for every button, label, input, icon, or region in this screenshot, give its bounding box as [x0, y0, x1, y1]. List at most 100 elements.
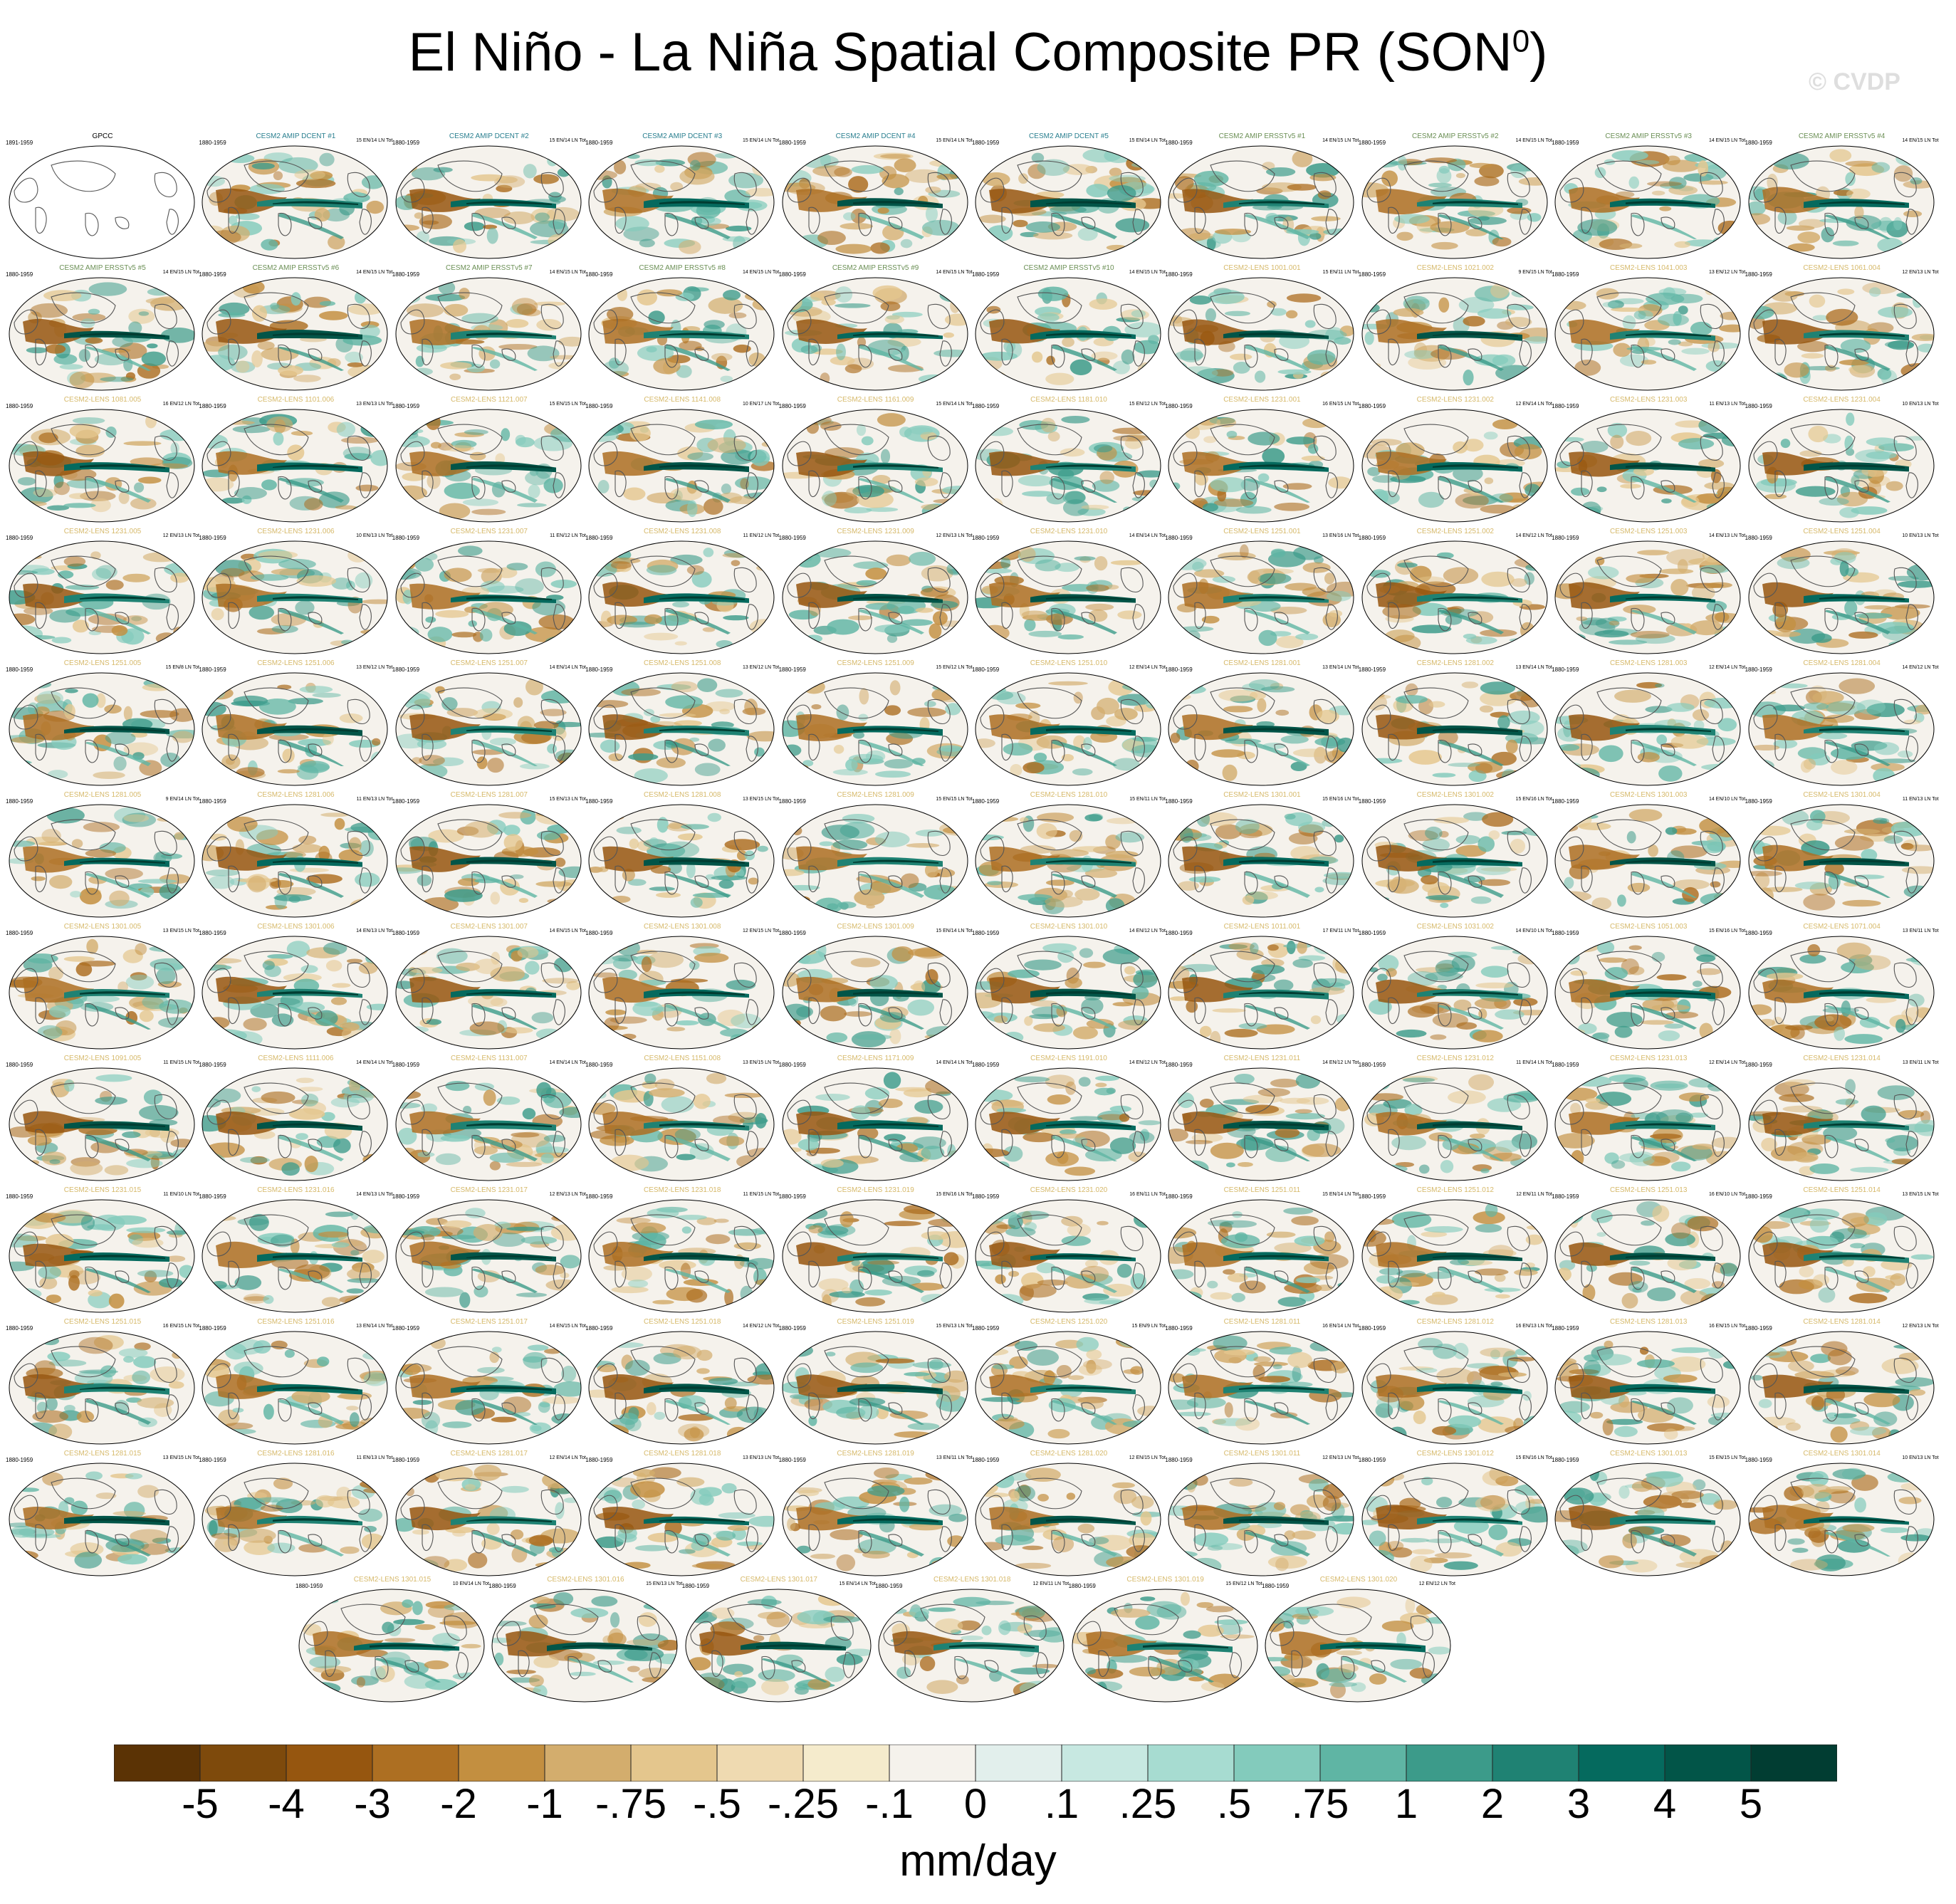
dry-anomaly-patch — [877, 207, 889, 214]
dry-anomaly-patch — [1801, 352, 1824, 359]
map-panel: CESM2 AMIP ERSSTv5 #5 1880-1959 14 EN/15 L… — [6, 264, 199, 395]
wet-anomaly-patch — [1136, 470, 1161, 478]
dry-anomaly-patch — [1613, 342, 1631, 357]
coastline — [1700, 303, 1723, 330]
wet-anomaly-patch — [298, 738, 332, 747]
equatorial-pacific-core — [1239, 201, 1325, 205]
map-field — [1168, 150, 1354, 251]
dry-anomaly-patch — [920, 587, 948, 597]
wet-anomaly-patch — [1371, 475, 1398, 483]
wet-anomaly-patch — [1845, 412, 1854, 426]
wet-anomaly-patch — [11, 1288, 42, 1299]
wet-anomaly-patch — [1658, 313, 1690, 327]
wet-anomaly-patch — [1003, 743, 1033, 756]
wet-anomaly-patch — [723, 614, 749, 621]
wet-anomaly-patch — [1061, 415, 1090, 424]
map-panel: CESM2-LENS 1081.005 1880-1959 16 EN/12 LN … — [6, 396, 199, 527]
wet-anomaly-patch — [417, 738, 446, 750]
panel-map — [1554, 540, 1741, 654]
wet-anomaly-patch — [1132, 736, 1159, 742]
dry-anomaly-patch — [1899, 939, 1934, 953]
wet-anomaly-patch — [395, 435, 430, 448]
map-panel: CESM2-LENS 1301.002 1880-1959 15 EN/16 LN … — [1359, 791, 1552, 922]
coastline — [347, 699, 370, 725]
map-field — [14, 282, 194, 389]
wet-anomaly-patch — [105, 731, 136, 746]
map-panel: CESM2-LENS 1231.006 1880-1959 10 EN/13 LN … — [199, 528, 392, 659]
coastline — [51, 819, 116, 851]
equatorial-pacific-core — [659, 596, 746, 600]
coastline — [1438, 739, 1452, 763]
dry-anomaly-patch — [517, 946, 539, 958]
coastline — [400, 441, 425, 466]
coastline — [1519, 736, 1532, 762]
wet-anomaly-patch — [427, 627, 453, 642]
panel-event-count: 9 EN/15 LN Tot — [1518, 270, 1552, 275]
wet-anomaly-patch — [1069, 359, 1092, 376]
dry-anomaly-patch — [1766, 973, 1803, 980]
coastline — [1559, 572, 1584, 598]
dry-anomaly-patch — [985, 503, 1004, 518]
dry-anomaly-patch — [1514, 543, 1530, 559]
coastline — [927, 699, 951, 725]
wet-anomaly-patch — [1083, 737, 1092, 750]
dry-anomaly-patch — [123, 814, 150, 822]
wet-anomaly-patch — [1391, 1135, 1426, 1151]
dry-anomaly-patch — [1217, 488, 1227, 502]
dry-anomaly-patch — [172, 731, 194, 743]
dry-anomaly-patch — [1318, 190, 1332, 199]
equatorial-pacific-core — [1046, 464, 1131, 469]
map-panel: CESM2 AMIP ERSSTv5 #3 1880-1959 14 EN/15 L… — [1552, 132, 1745, 263]
wet-anomaly-patch — [436, 948, 468, 964]
wet-anomaly-patch — [856, 424, 866, 436]
wet-anomaly-patch — [516, 1292, 547, 1297]
wet-anomaly-patch — [1527, 213, 1542, 222]
dry-anomaly-patch — [1275, 709, 1290, 716]
coastline — [1244, 739, 1258, 763]
wet-anomaly-patch — [137, 879, 177, 884]
wet-anomaly-patch — [908, 551, 936, 566]
wet-anomaly-patch — [1656, 734, 1668, 746]
panel-map — [1748, 277, 1935, 391]
panel-map — [1554, 145, 1741, 259]
wet-anomaly-patch — [1599, 745, 1623, 763]
dry-anomaly-patch — [287, 444, 305, 461]
dry-anomaly-patch — [1274, 502, 1310, 511]
coastline — [823, 687, 889, 719]
panel-event-count: 15 EN/14 LN Tot — [356, 138, 393, 143]
dry-anomaly-patch — [358, 241, 380, 253]
wet-anomaly-patch — [1897, 580, 1934, 588]
dry-anomaly-patch — [304, 498, 323, 511]
map-panel: CESM2-LENS 1301.009 1880-1959 15 EN/14 LN … — [779, 923, 973, 1054]
coastline — [1081, 612, 1096, 624]
coastline — [1660, 348, 1675, 361]
dry-anomaly-patch — [1210, 1142, 1245, 1159]
coastline — [1893, 435, 1917, 461]
coastline — [1824, 739, 1839, 763]
wet-anomaly-patch — [748, 948, 764, 956]
panel-map — [588, 672, 775, 786]
panel-map — [1748, 145, 1935, 259]
panel-event-count: 11 EN/15 LN Tot — [163, 1060, 199, 1065]
dry-anomaly-patch — [206, 1070, 220, 1088]
coastline — [1001, 206, 1013, 234]
wet-anomaly-patch — [1124, 322, 1161, 338]
wet-anomaly-patch — [1251, 964, 1285, 975]
wet-anomaly-patch — [644, 1073, 657, 1084]
dry-anomaly-patch — [293, 375, 322, 382]
dry-anomaly-patch — [1045, 896, 1083, 908]
panel-years: 1880-1959 — [392, 666, 420, 673]
dry-anomaly-patch — [476, 756, 488, 770]
wet-anomaly-patch — [312, 692, 342, 698]
dry-anomaly-patch — [1408, 355, 1446, 370]
dry-anomaly-patch — [236, 767, 266, 778]
maritime-continent-dry — [23, 318, 94, 345]
dry-anomaly-patch — [1846, 188, 1871, 200]
wet-anomaly-patch — [1877, 367, 1891, 380]
wet-anomaly-patch — [750, 449, 770, 466]
dry-anomaly-patch — [310, 171, 333, 180]
coastline — [1712, 340, 1725, 367]
panel-title: CESM2-LENS 1251.001 — [1223, 528, 1301, 535]
dry-anomaly-patch — [1211, 749, 1246, 758]
wet-anomaly-patch — [715, 689, 743, 698]
